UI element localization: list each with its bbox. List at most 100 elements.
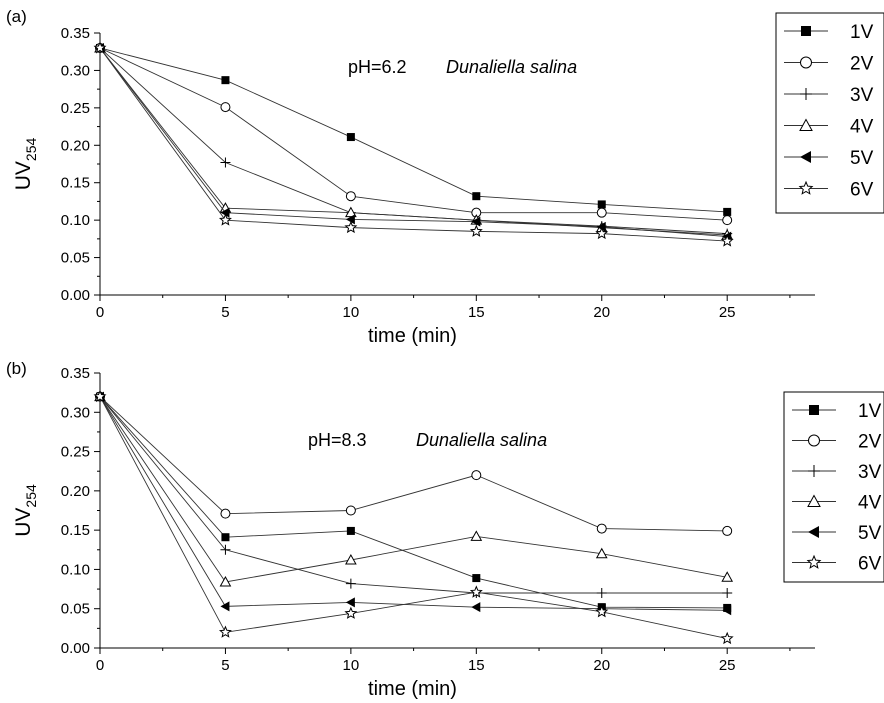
legend-label-6V: 6V: [858, 554, 882, 575]
legend-box: [783, 391, 884, 583]
y-axis-label-subscript: 254: [23, 138, 39, 162]
data-point-6V: [595, 605, 609, 618]
data-point-2V: [345, 191, 356, 202]
x-tick-label: 5: [221, 657, 229, 674]
legend-marker-4V: [799, 118, 813, 131]
y-tick-label: 0.05: [61, 601, 90, 618]
data-point-1V: [472, 192, 481, 201]
legend-marker-1V: [809, 405, 819, 415]
y-tick-label: 0.05: [61, 250, 90, 267]
data-point-6V: [720, 631, 734, 645]
series-2V: [95, 42, 733, 226]
series-5V: [95, 391, 732, 616]
legend-marker-5V: [808, 526, 819, 538]
y-axis-label-main: UV: [12, 508, 35, 537]
legend-label-1V: 1V: [858, 401, 882, 422]
data-point-2V: [596, 523, 607, 534]
series-line-3V: [99, 47, 728, 235]
data-point-3V: [220, 544, 231, 555]
data-point-2V: [596, 207, 607, 218]
data-point-6V: [93, 41, 107, 54]
x-tick-label: 25: [719, 657, 736, 674]
y-tick-label: 0.20: [61, 483, 90, 500]
series-4V: [94, 41, 734, 240]
x-tick-label: 15: [468, 304, 485, 321]
y-tick-label: 0.30: [61, 404, 90, 421]
legend-label-1V: 1V: [850, 22, 874, 43]
data-point-4V: [345, 553, 357, 565]
data-point-1V: [723, 207, 732, 216]
data-point-5V: [722, 605, 732, 616]
series-6V: [93, 41, 734, 247]
data-point-4V: [595, 547, 608, 559]
data-point-6V: [469, 224, 483, 237]
legend: 1V 2V 3V 4V 5V 6V: [775, 12, 884, 214]
y-tick-label: 0.35: [61, 25, 90, 42]
data-point-5V: [345, 214, 355, 225]
legend-marker-5V: [800, 151, 811, 163]
legend-label-2V: 2V: [858, 432, 882, 453]
x-tick-label: 0: [96, 304, 104, 321]
y-tick-label: 0.00: [61, 287, 90, 304]
ph-annotation: pH=6.2: [348, 57, 407, 77]
species-annotation: Dunaliella salina: [416, 430, 547, 450]
panel-label: (b): [6, 359, 27, 378]
chart-panel-2: (b) 0.00 0.05 0.10 0.15 0.20 0.25 0.30 0.35 0 5 10 1…: [6, 359, 884, 700]
data-point-4V: [219, 575, 232, 587]
series-line-5V: [99, 396, 728, 611]
y-tick-label: 0.15: [61, 522, 90, 539]
data-point-6V: [469, 585, 483, 598]
series-line-2V: [99, 396, 728, 532]
series-line-4V: [99, 396, 728, 583]
series-1V: [96, 392, 732, 612]
legend-label-4V: 4V: [858, 493, 882, 514]
y-tick-label: 0.10: [61, 561, 90, 578]
legend-label-5V: 5V: [858, 523, 882, 544]
x-axis-label: time (min): [368, 678, 457, 700]
series-4V: [94, 390, 734, 587]
data-point-5V: [220, 207, 230, 218]
x-tick-label: 5: [221, 304, 229, 321]
y-tick-label: 0.35: [61, 365, 90, 382]
y-tick-label: 0.30: [61, 62, 90, 79]
x-tick-label: 20: [593, 304, 610, 321]
legend-label-3V: 3V: [850, 85, 874, 106]
ph-annotation: pH=8.3: [308, 430, 367, 450]
chart-panel-1: (a) 0.00 0.05 0.10 0.15 0.20 0.25 0.30 0.35 0 5 10 1…: [6, 7, 884, 347]
panel-label: (a): [6, 7, 27, 26]
x-axis-label: time (min): [368, 325, 457, 347]
data-point-3V: [345, 578, 356, 589]
y-tick-label: 0.10: [61, 212, 90, 229]
series-3V: [95, 42, 733, 239]
y-tick-label: 0.25: [61, 444, 90, 461]
data-point-5V: [220, 601, 230, 612]
data-point-6V: [344, 606, 358, 619]
x-tick-label: 0: [96, 657, 104, 674]
series-line-6V: [99, 47, 728, 242]
species-annotation: Dunaliella salina: [446, 57, 577, 77]
series-line-1V: [99, 396, 728, 609]
data-point-6V: [720, 234, 734, 247]
legend-box: [775, 12, 884, 214]
x-tick-label: 10: [343, 304, 360, 321]
data-point-2V: [220, 508, 231, 519]
data-point-2V: [220, 102, 231, 113]
x-tick-label: 15: [468, 657, 485, 674]
legend-label-5V: 5V: [850, 148, 874, 169]
legend-marker-6V: [798, 180, 814, 195]
series-line-3V: [99, 396, 728, 594]
series-line-5V: [99, 47, 728, 238]
x-tick-label: 20: [593, 657, 610, 674]
y-axis-label-main: UV: [12, 161, 35, 190]
series-2V: [95, 391, 733, 536]
y-axis-label-subscript: 254: [23, 484, 39, 508]
data-point-1V: [597, 200, 606, 209]
legend-label-6V: 6V: [850, 180, 874, 201]
data-point-5V: [345, 597, 355, 608]
legend-marker-3V: [800, 88, 812, 100]
legend-marker-6V: [806, 554, 822, 569]
data-point-5V: [596, 221, 606, 232]
series-line-2V: [99, 47, 728, 221]
data-point-1V: [472, 574, 481, 583]
